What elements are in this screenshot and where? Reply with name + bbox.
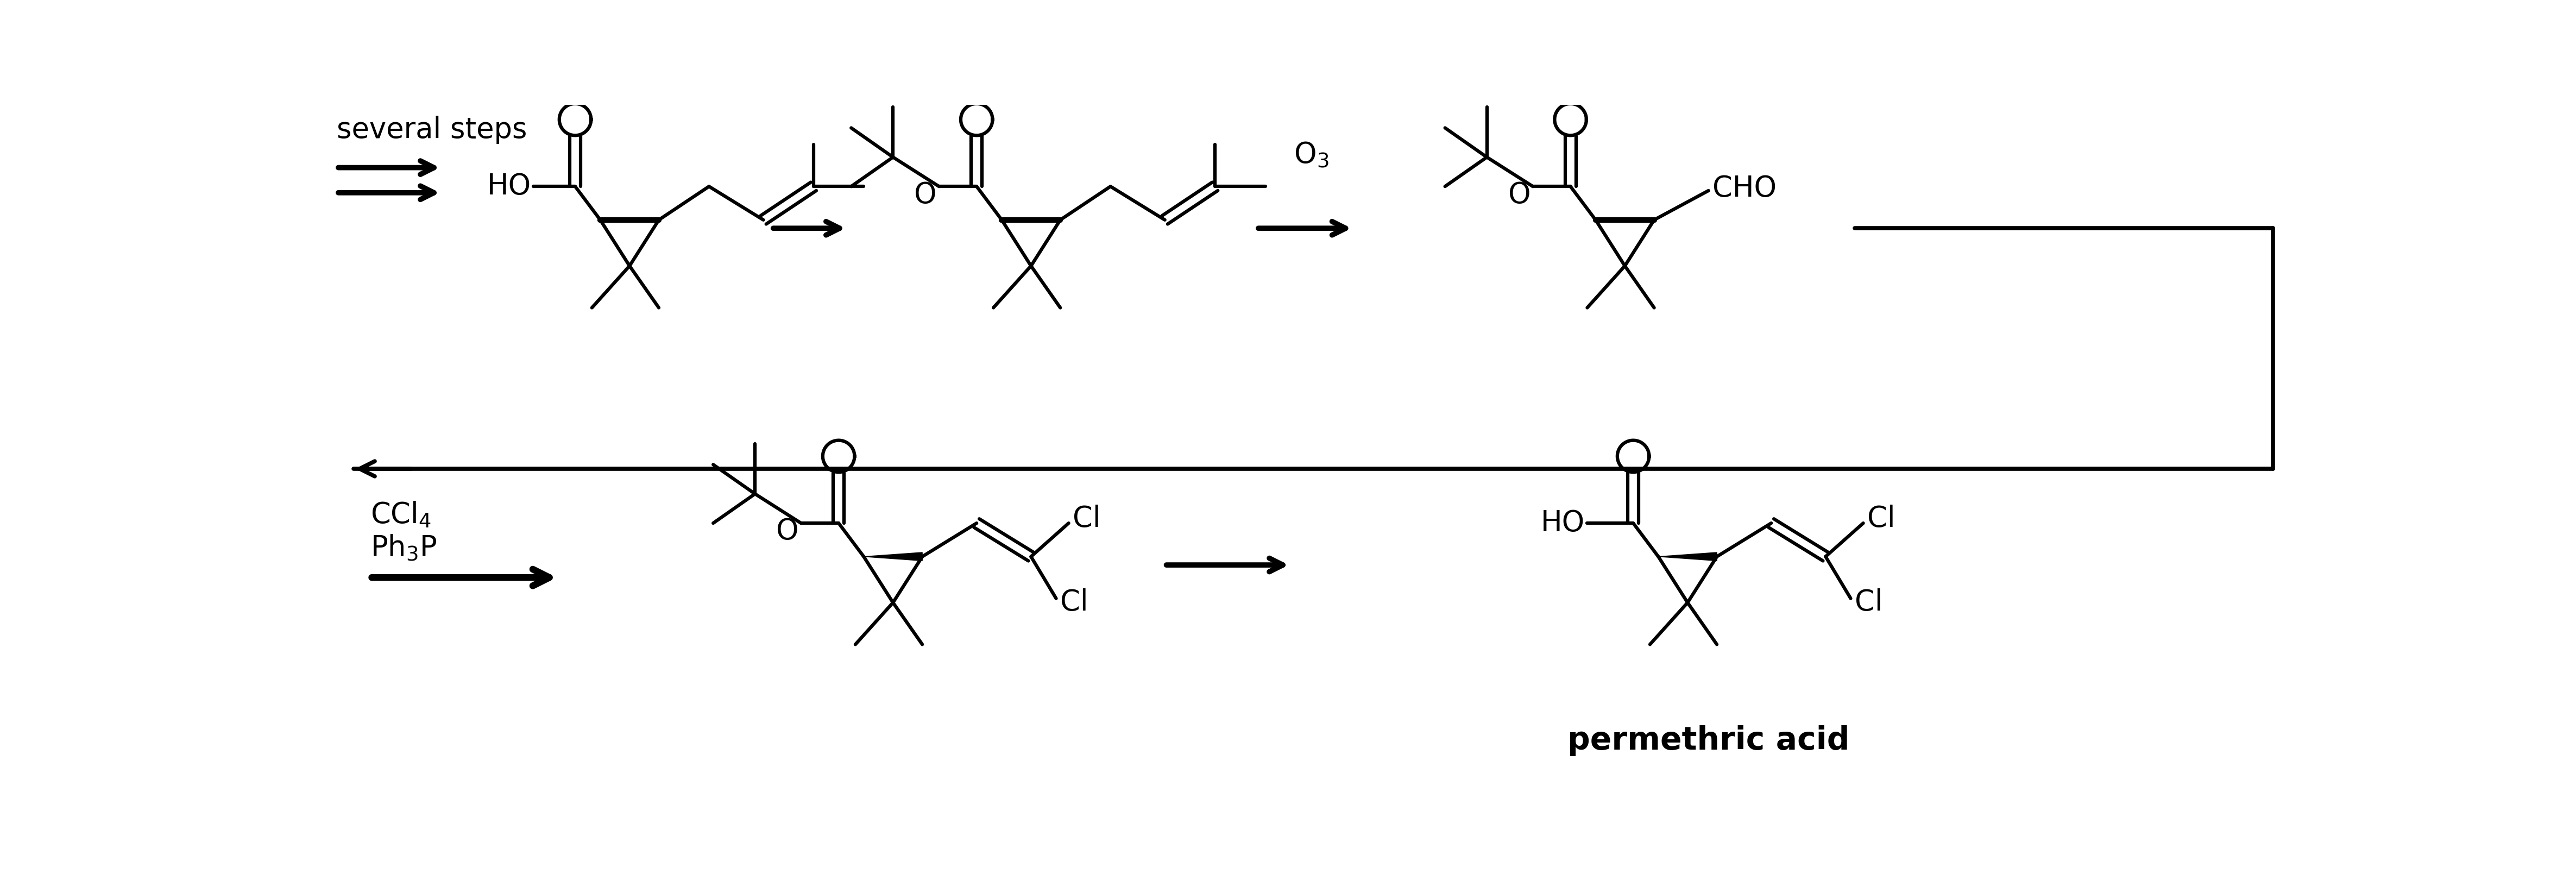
Text: Cl: Cl [1061, 588, 1087, 617]
Text: Cl: Cl [1072, 505, 1100, 533]
Text: Ph$_3$P: Ph$_3$P [371, 533, 438, 563]
Text: Cl: Cl [1855, 588, 1883, 617]
Text: O$_3$: O$_3$ [1293, 141, 1329, 170]
Text: several steps: several steps [337, 116, 528, 144]
Text: CHO: CHO [1713, 175, 1777, 203]
Text: O: O [1507, 181, 1530, 209]
Text: O: O [914, 181, 938, 209]
Text: O: O [775, 517, 799, 545]
Polygon shape [1659, 552, 1716, 561]
Polygon shape [863, 552, 922, 561]
Text: permethric acid: permethric acid [1566, 725, 1850, 756]
Text: HO: HO [487, 172, 531, 200]
Text: Cl: Cl [1868, 505, 1896, 533]
Text: CCl$_4$: CCl$_4$ [371, 500, 430, 530]
Text: HO: HO [1540, 509, 1584, 538]
